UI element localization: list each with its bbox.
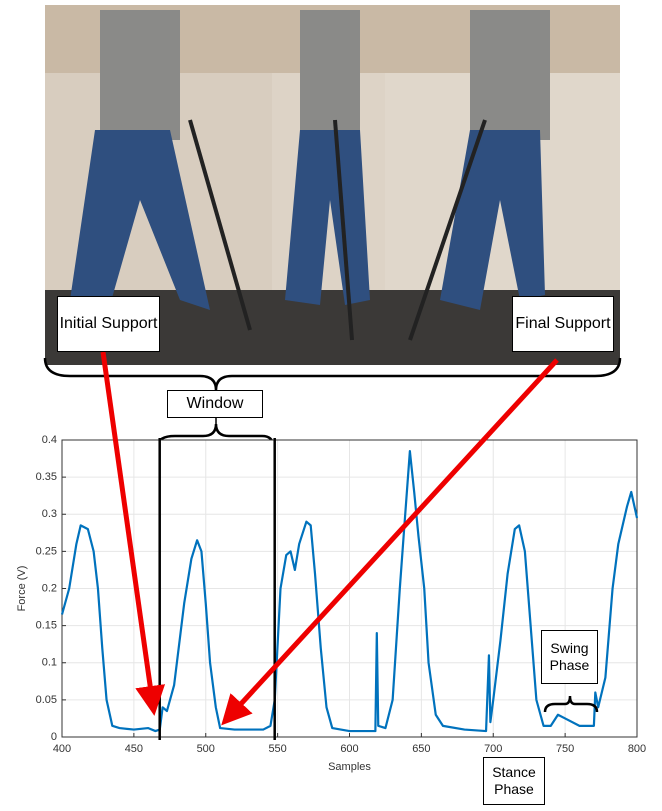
- person-torso: [300, 10, 360, 140]
- page: 0 0.05 0.1 0.15 0.2 0.25 0.3 0.35 0.4 400 450 500 55…: [0, 0, 662, 811]
- person-torso: [470, 10, 550, 140]
- annotation: Swing Phase: [541, 630, 598, 684]
- x-tick-label: 450: [125, 743, 143, 755]
- annotation: Stance Phase: [483, 757, 545, 805]
- annotation: Final Support: [512, 296, 614, 352]
- y-axis-label: Force (V): [16, 566, 28, 612]
- person-torso: [100, 10, 180, 140]
- x-tick-label: 650: [412, 743, 430, 755]
- y-tick-label: 0.4: [42, 434, 57, 446]
- x-tick-label: 600: [340, 743, 358, 755]
- x-tick-label: 500: [197, 743, 215, 755]
- y-tick-label: 0.3: [42, 508, 57, 520]
- annotation: Initial Support: [57, 296, 160, 352]
- x-tick-label: 750: [556, 743, 574, 755]
- x-tick-label: 800: [628, 743, 646, 755]
- figure: 0 0.05 0.1 0.15 0.2 0.25 0.3 0.35 0.4 400 450 500 55…: [0, 0, 662, 811]
- x-tick-label: 550: [268, 743, 286, 755]
- y-tick-label: 0: [51, 731, 57, 743]
- y-tick-label: 0.15: [36, 620, 57, 632]
- y-tick-label: 0.2: [42, 582, 57, 594]
- y-tick-label: 0.35: [36, 471, 57, 483]
- x-tick-label: 700: [484, 743, 502, 755]
- x-axis-label: Samples: [328, 761, 371, 773]
- x-tick-label: 400: [53, 743, 71, 755]
- y-tick-label: 0.25: [36, 545, 57, 557]
- y-tick-label: 0.1: [42, 657, 57, 669]
- annotation: Window: [167, 390, 263, 418]
- y-tick-label: 0.05: [36, 694, 57, 706]
